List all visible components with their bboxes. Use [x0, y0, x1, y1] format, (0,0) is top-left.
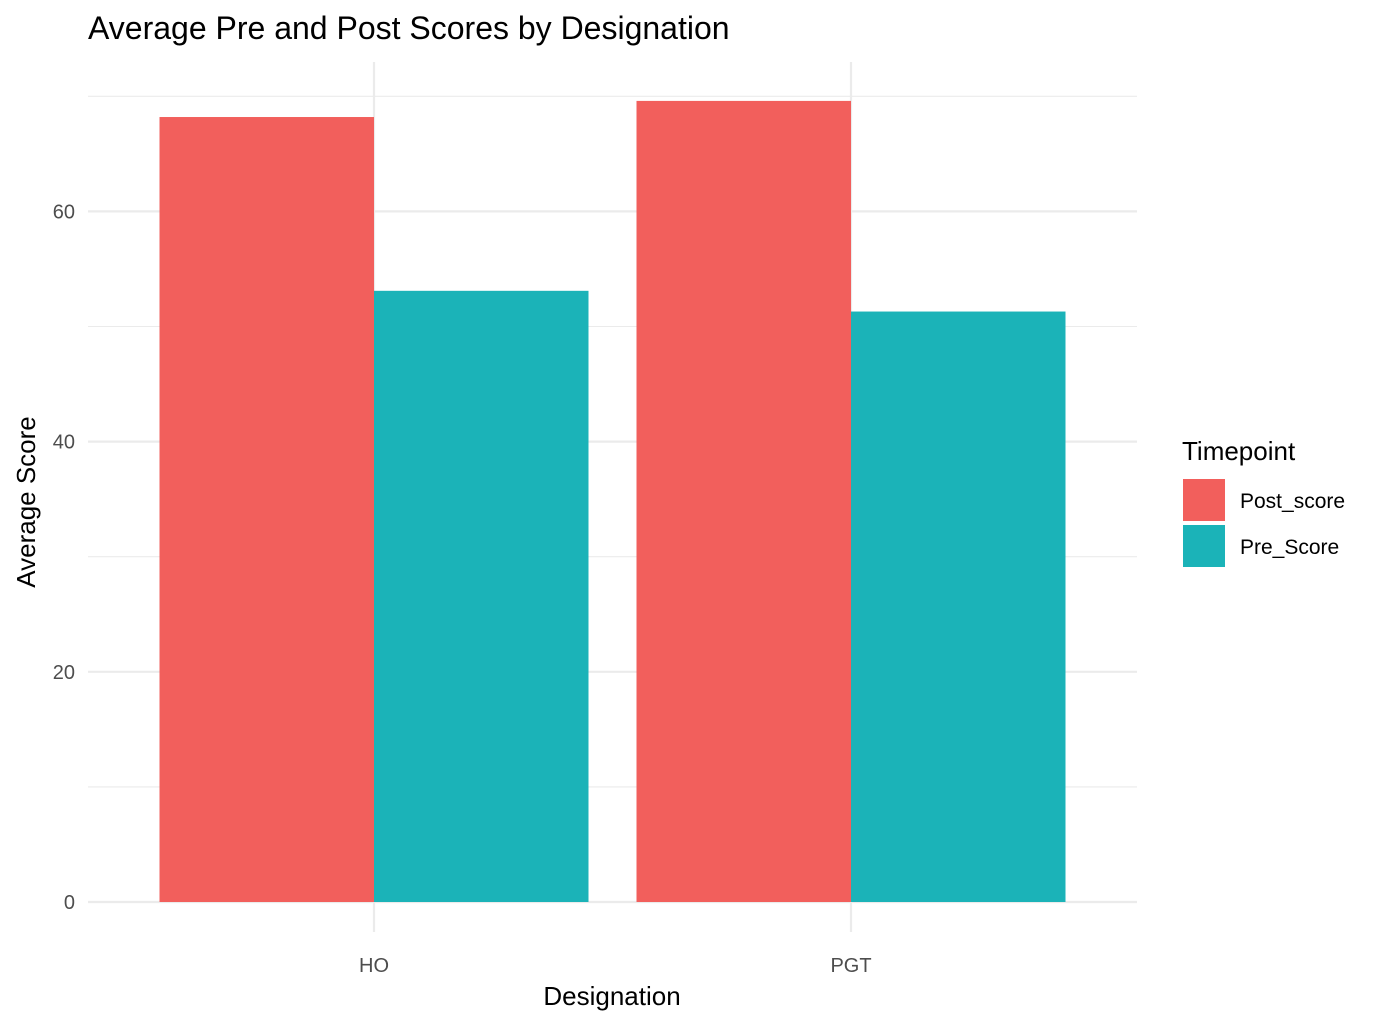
y-tick-label: 0 — [64, 892, 75, 914]
legend-key-post-score — [1183, 479, 1225, 521]
x-axis-ticks: HO PGT — [359, 955, 872, 977]
y-axis-ticks: 0 20 40 60 — [53, 201, 75, 914]
legend-label: Pre_Score — [1240, 536, 1339, 559]
legend-title: Timepoint — [1182, 436, 1296, 466]
bar-ho-post-score — [159, 117, 374, 902]
legend-items: Post_score Pre_Score — [1183, 479, 1345, 567]
legend-label: Post_score — [1240, 490, 1345, 513]
y-tick-label: 60 — [53, 201, 75, 223]
y-axis-title: Average Score — [11, 416, 41, 588]
x-tick-label: HO — [359, 955, 389, 977]
bar-pgt-post-score — [636, 100, 851, 903]
bar-ho-pre-score — [374, 290, 589, 903]
chart-title: Average Pre and Post Scores by Designati… — [88, 10, 730, 46]
bar-pgt-pre-score — [851, 311, 1066, 902]
legend: Timepoint Post_score Pre_Score — [1182, 436, 1345, 567]
legend-key-pre-score — [1183, 525, 1225, 567]
x-axis-title: Designation — [543, 981, 680, 1011]
bars — [159, 100, 1066, 903]
x-tick-label: PGT — [830, 955, 871, 977]
y-tick-label: 40 — [53, 432, 75, 454]
y-tick-label: 20 — [53, 662, 75, 684]
